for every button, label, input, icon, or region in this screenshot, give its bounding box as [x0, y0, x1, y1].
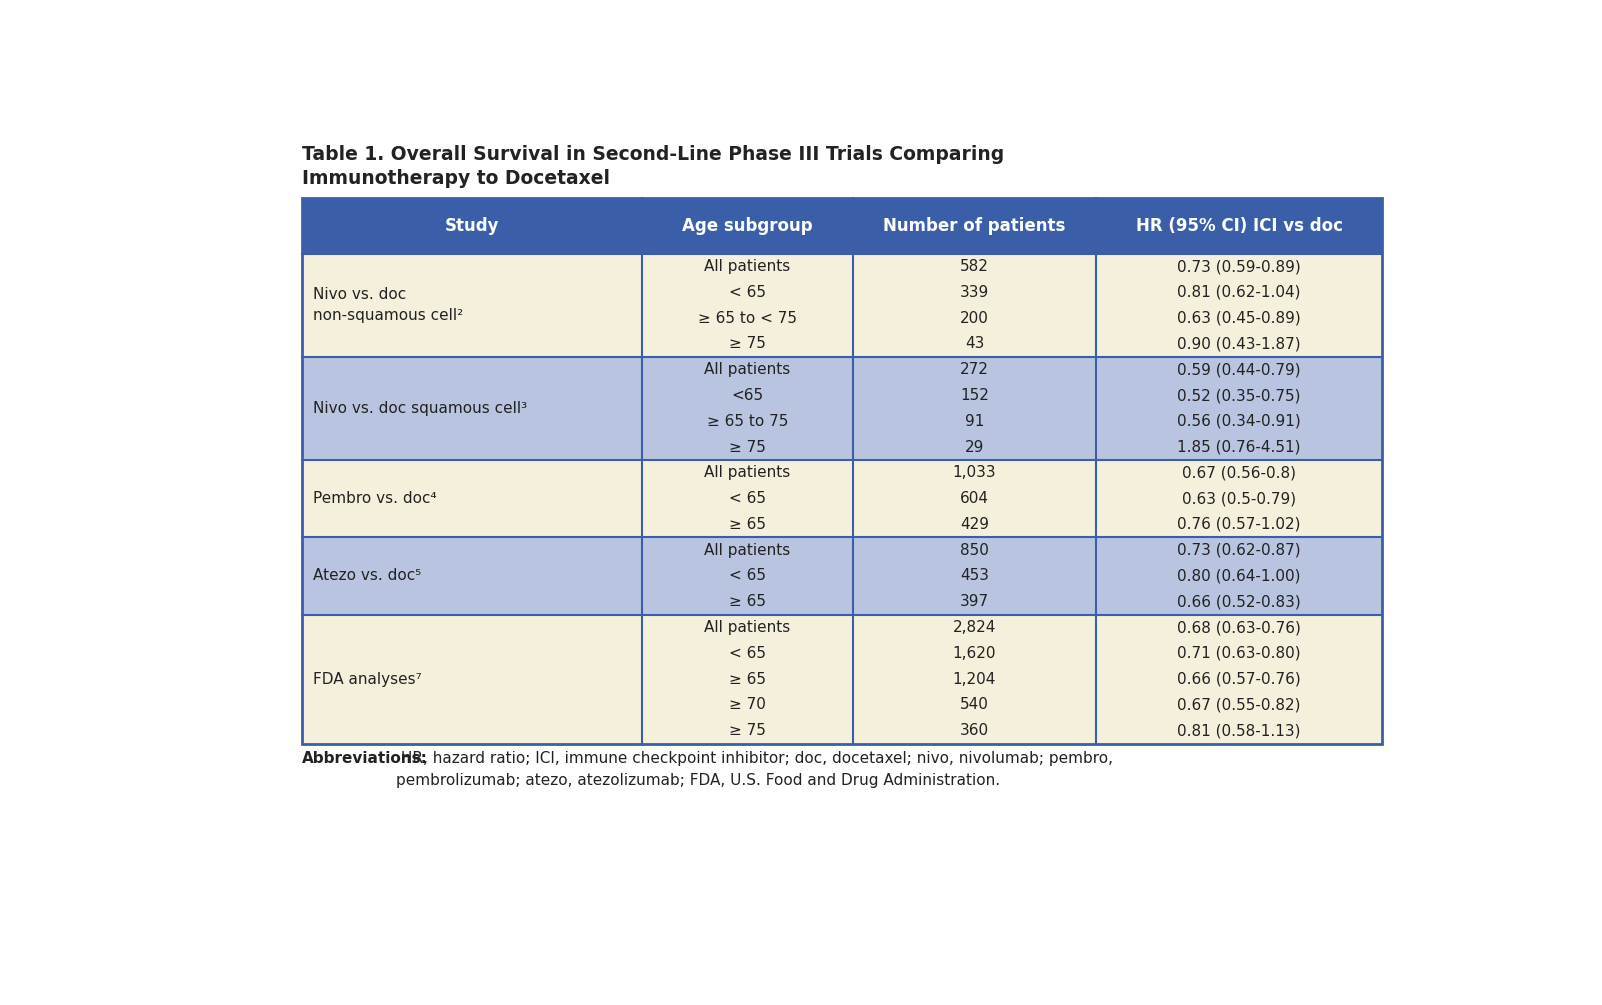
- Text: 0.52 (0.35-0.75): 0.52 (0.35-0.75): [1177, 388, 1301, 403]
- Text: 582: 582: [960, 259, 988, 274]
- Text: ≥ 75: ≥ 75: [729, 439, 766, 454]
- Text: 0.66 (0.57-0.76): 0.66 (0.57-0.76): [1177, 671, 1301, 686]
- Text: 0.81 (0.58-1.13): 0.81 (0.58-1.13): [1177, 724, 1301, 738]
- Text: Table 1. Overall Survival in Second-Line Phase III Trials Comparing: Table 1. Overall Survival in Second-Line…: [303, 146, 1004, 165]
- Text: 0.73 (0.59-0.89): 0.73 (0.59-0.89): [1177, 259, 1301, 274]
- Text: < 65: < 65: [729, 569, 766, 584]
- Text: 0.68 (0.63-0.76): 0.68 (0.63-0.76): [1177, 620, 1301, 635]
- Text: 0.81 (0.62-1.04): 0.81 (0.62-1.04): [1177, 284, 1301, 299]
- Text: ≥ 65: ≥ 65: [729, 594, 766, 609]
- Text: ≥ 70: ≥ 70: [729, 697, 766, 713]
- Text: HR, hazard ratio; ICI, immune checkpoint inhibitor; doc, docetaxel; nivo, nivolu: HR, hazard ratio; ICI, immune checkpoint…: [396, 752, 1113, 789]
- Text: < 65: < 65: [729, 491, 766, 507]
- Text: 0.56 (0.34-0.91): 0.56 (0.34-0.91): [1177, 414, 1301, 429]
- Text: 850: 850: [960, 543, 988, 558]
- Text: 0.76 (0.57-1.02): 0.76 (0.57-1.02): [1177, 517, 1301, 532]
- Text: HR (95% CI) ICI vs doc: HR (95% CI) ICI vs doc: [1136, 217, 1342, 235]
- Text: 200: 200: [960, 311, 988, 326]
- FancyBboxPatch shape: [303, 615, 1383, 744]
- Text: Study: Study: [445, 217, 500, 235]
- Text: All patients: All patients: [705, 543, 791, 558]
- Text: ≥ 65: ≥ 65: [729, 517, 766, 532]
- Text: ≥ 75: ≥ 75: [729, 724, 766, 738]
- Text: ≥ 65 to 75: ≥ 65 to 75: [706, 414, 788, 429]
- FancyBboxPatch shape: [303, 198, 1383, 253]
- Text: < 65: < 65: [729, 646, 766, 661]
- Text: FDA analyses⁷: FDA analyses⁷: [312, 671, 421, 686]
- FancyBboxPatch shape: [303, 538, 1383, 615]
- Text: Pembro vs. doc⁴: Pembro vs. doc⁴: [312, 491, 436, 507]
- Text: Atezo vs. doc⁵: Atezo vs. doc⁵: [312, 569, 421, 584]
- Text: 0.80 (0.64-1.00): 0.80 (0.64-1.00): [1177, 569, 1301, 584]
- Text: ≥ 75: ≥ 75: [729, 337, 766, 352]
- Text: 0.67 (0.56-0.8): 0.67 (0.56-0.8): [1182, 465, 1296, 480]
- Text: 272: 272: [960, 362, 988, 377]
- Text: 0.63 (0.45-0.89): 0.63 (0.45-0.89): [1177, 311, 1301, 326]
- Text: 1,204: 1,204: [953, 671, 996, 686]
- Text: < 65: < 65: [729, 284, 766, 299]
- Text: 29: 29: [964, 439, 984, 454]
- Text: 339: 339: [960, 284, 988, 299]
- Text: Number of patients: Number of patients: [883, 217, 1065, 235]
- Text: 0.71 (0.63-0.80): 0.71 (0.63-0.80): [1177, 646, 1301, 661]
- FancyBboxPatch shape: [303, 357, 1383, 460]
- Text: ≥ 65: ≥ 65: [729, 671, 766, 686]
- Text: 604: 604: [960, 491, 988, 507]
- Text: Nivo vs. doc
non-squamous cell²: Nivo vs. doc non-squamous cell²: [312, 287, 463, 324]
- Text: 2,824: 2,824: [953, 620, 996, 635]
- FancyBboxPatch shape: [303, 253, 1383, 357]
- Text: 397: 397: [960, 594, 988, 609]
- Text: Immunotherapy to Docetaxel: Immunotherapy to Docetaxel: [303, 169, 610, 188]
- Text: 0.66 (0.52-0.83): 0.66 (0.52-0.83): [1177, 594, 1301, 609]
- Text: All patients: All patients: [705, 362, 791, 377]
- Text: Age subgroup: Age subgroup: [682, 217, 812, 235]
- Text: 360: 360: [960, 724, 988, 738]
- Text: <65: <65: [732, 388, 764, 403]
- Text: 1,033: 1,033: [953, 465, 996, 480]
- Text: 91: 91: [964, 414, 984, 429]
- Text: All patients: All patients: [705, 465, 791, 480]
- Text: 1,620: 1,620: [953, 646, 996, 661]
- Text: Nivo vs. doc squamous cell³: Nivo vs. doc squamous cell³: [312, 401, 527, 416]
- Text: Abbreviations:: Abbreviations:: [303, 752, 428, 766]
- Text: 0.73 (0.62-0.87): 0.73 (0.62-0.87): [1177, 543, 1301, 558]
- Text: All patients: All patients: [705, 620, 791, 635]
- Text: 152: 152: [960, 388, 988, 403]
- FancyBboxPatch shape: [303, 460, 1383, 538]
- Text: 429: 429: [960, 517, 988, 532]
- Text: 0.59 (0.44-0.79): 0.59 (0.44-0.79): [1177, 362, 1301, 377]
- Text: 43: 43: [964, 337, 984, 352]
- Text: ≥ 65 to < 75: ≥ 65 to < 75: [698, 311, 798, 326]
- Text: 0.63 (0.5-0.79): 0.63 (0.5-0.79): [1182, 491, 1296, 507]
- Text: All patients: All patients: [705, 259, 791, 274]
- Text: 540: 540: [960, 697, 988, 713]
- Text: 1.85 (0.76-4.51): 1.85 (0.76-4.51): [1177, 439, 1301, 454]
- Text: 0.67 (0.55-0.82): 0.67 (0.55-0.82): [1177, 697, 1301, 713]
- Text: 0.90 (0.43-1.87): 0.90 (0.43-1.87): [1177, 337, 1301, 352]
- Text: 453: 453: [960, 569, 988, 584]
